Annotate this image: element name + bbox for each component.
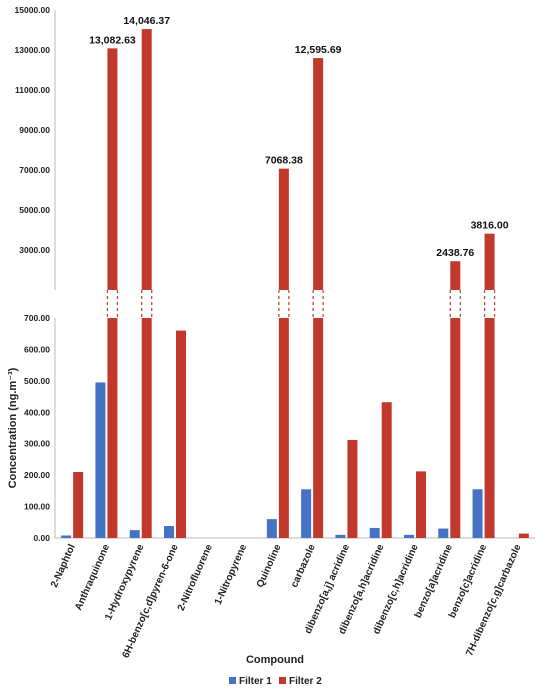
bar-filter-1-quinoline <box>266 519 277 538</box>
y-tick-label: 0.00 <box>33 533 50 543</box>
bar-filter-2-7h-dibenzo-c-g-carbazole <box>518 533 529 538</box>
bar-filter-2-dibenzo-a-h-acridine <box>381 402 392 538</box>
bar-filter-2-quinoline-lower <box>278 318 289 538</box>
data-label-anthraquinone: 13,082.63 <box>89 34 136 46</box>
bar-filter-2-quinoline-upper <box>278 168 289 290</box>
data-label-quinoline: 7068.38 <box>265 155 303 167</box>
bar-filter-1-dibenzo-a-j-acridine <box>335 534 346 538</box>
y-axis-title: Concentration (ng.m⁻³) <box>7 367 19 488</box>
x-tick-label-2-nitrofluorene: 2-Nitrofluorene <box>176 542 215 612</box>
bar-filter-2-anthraquinone-upper <box>107 48 118 291</box>
bar-filter-1-dibenzo-a-h-acridine <box>369 527 380 538</box>
y-tick-label: 600.00 <box>24 344 50 354</box>
y-tick-label: 15000.00 <box>15 5 51 15</box>
y-tick-label: 200.00 <box>24 470 50 480</box>
y-tick-label: 7000.00 <box>19 165 50 175</box>
data-labels: 13,082.63 14,046.37 7068.38 12,595.69 2438.7… <box>89 15 509 259</box>
bar-filter-2-benzo-a-acridine-lower <box>450 318 461 538</box>
bar-filter-2-carbazole-upper <box>313 58 324 291</box>
y-tick-label: 700.00 <box>24 313 50 323</box>
x-axis-title: Compound <box>246 654 304 666</box>
bar-filter-1-benzo-a-acridine <box>438 528 449 538</box>
chart-axes <box>54 10 535 539</box>
axis-break-marks <box>106 290 496 318</box>
y-tick-label: 3000.00 <box>19 245 50 255</box>
bar-filter-2-6h-benzo-c-d-pyren-6-one <box>176 330 186 538</box>
bar-filter-2-dibenzo-a-j-acridine <box>347 439 358 538</box>
x-tick-label-quinoline: Quinoline <box>255 542 284 589</box>
bar-filter-1-1-hydroxypyrene <box>129 530 140 538</box>
legend-label-filter-1: Filter 1 <box>239 676 272 687</box>
bar-filter-2-anthraquinone-lower <box>107 318 118 538</box>
bar-filter-2-1-hydroxypyrene-lower <box>141 318 152 538</box>
bar-filter-2-benzo-a-acridine-upper <box>450 261 461 290</box>
x-tick-label-2-naphtol: 2-Naphtol <box>49 543 78 590</box>
chart-bars <box>61 29 529 538</box>
data-label-benzo-a-acridine: 2438.76 <box>436 247 474 259</box>
bar-filter-1-benzo-c-acridine <box>472 489 483 538</box>
bar-filter-1-carbazole <box>301 489 312 538</box>
legend-swatch-filter-1 <box>229 677 236 684</box>
bar-filter-1-anthraquinone <box>95 382 106 538</box>
bar-filter-2-1-hydroxypyrene-upper <box>141 29 152 290</box>
legend: Filter 1 Filter 2 <box>229 676 322 687</box>
x-tick-label-carbazole: carbazole <box>289 542 318 589</box>
x-tick-label-1-nitropyrene: 1-Nitropyrene <box>213 542 250 606</box>
y-tick-label: 300.00 <box>24 439 50 449</box>
bar-filter-1-6h-benzo-c-d-pyren-6-one <box>164 526 174 538</box>
data-label-carbazole: 12,595.69 <box>295 44 342 56</box>
x-tick-label-anthraquinone: Anthraquinone <box>73 542 112 612</box>
y-tick-label: 500.00 <box>24 376 50 386</box>
legend-swatch-filter-2 <box>279 677 286 684</box>
bar-filter-2-2-naphtol <box>73 472 84 538</box>
x-tick-label-benzo-c-acridine: benzo[c]acridine <box>447 542 490 619</box>
bar-filter-2-carbazole-lower <box>313 318 324 538</box>
y-tick-labels: 0.00 100.00 200.00 300.00 400.00 500.00 600.00… <box>15 5 51 543</box>
y-tick-label: 400.00 <box>24 407 50 417</box>
x-tick-labels: 2-NaphtolAnthraquinone1-Hydroxypyrene6H-… <box>49 542 524 660</box>
legend-label-filter-2: Filter 2 <box>289 676 322 687</box>
y-tick-label: 5000.00 <box>19 205 50 215</box>
y-tick-label: 100.00 <box>24 502 50 512</box>
bar-filter-2-benzo-c-acridine-upper <box>484 233 495 290</box>
y-tick-label: 11000.00 <box>15 85 50 95</box>
y-tick-label: 13000.00 <box>15 45 51 55</box>
y-tick-label: 9000.00 <box>19 125 50 135</box>
x-tick-label-benzo-a-acridine: benzo[a]acridine <box>413 542 456 619</box>
bar-filter-2-benzo-c-acridine-lower <box>484 318 495 538</box>
data-label-1-hydroxypyrene: 14,046.37 <box>123 15 170 27</box>
data-label-benzo-c-acridine: 3816.00 <box>471 220 509 232</box>
bar-filter-1-dibenzo-c-h-acridine <box>404 534 414 538</box>
bar-filter-1-2-naphtol <box>61 535 72 538</box>
bar-filter-2-dibenzo-c-h-acridine <box>416 471 426 538</box>
